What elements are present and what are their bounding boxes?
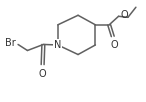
Text: O: O (110, 40, 118, 50)
Text: O: O (39, 69, 46, 79)
Text: O: O (121, 10, 128, 20)
Text: Br: Br (5, 38, 16, 48)
Text: N: N (54, 40, 61, 50)
